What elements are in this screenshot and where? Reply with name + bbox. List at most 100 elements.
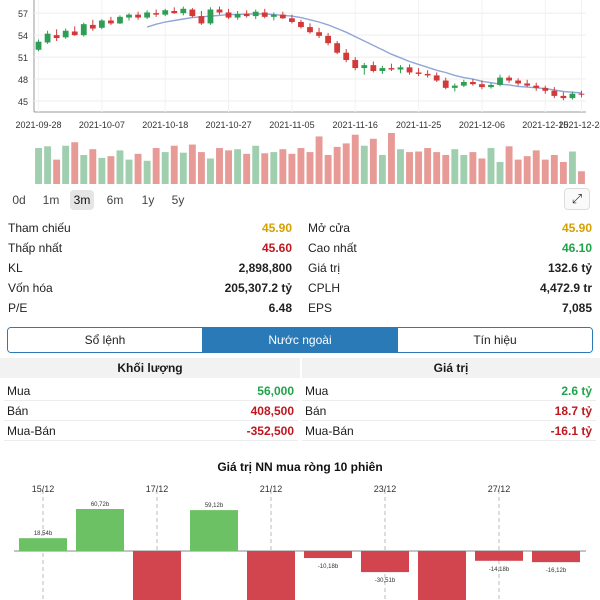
stat-value: 45.90 xyxy=(561,221,592,235)
volume-bar xyxy=(578,171,585,184)
bar-value-label: -14,18b xyxy=(489,567,510,573)
bar-value-label: 60,72b xyxy=(91,502,110,508)
volume-bar xyxy=(216,148,223,184)
tab-2[interactable]: Tín hiệu xyxy=(398,328,592,352)
range-tab-1m[interactable]: 1m xyxy=(42,193,60,207)
range-tab-3m[interactable]: 3m xyxy=(70,190,94,210)
candle-body xyxy=(71,31,78,36)
candle-body xyxy=(98,20,105,28)
volume-bar xyxy=(442,155,450,184)
volume-bar xyxy=(559,161,567,184)
candle-body xyxy=(361,65,368,69)
candle-body xyxy=(578,93,585,95)
expand-icon[interactable]: ⤢ xyxy=(564,188,590,210)
volume-bar xyxy=(98,157,106,184)
net-bar xyxy=(475,551,523,561)
x-tick-label: 2021-12-24 xyxy=(558,120,600,130)
stat-row: P/E 6.48 xyxy=(8,298,292,318)
volume-bar xyxy=(170,145,178,184)
stat-row: Mở cửa 45.90 xyxy=(308,218,592,238)
candle-body xyxy=(479,84,485,88)
stat-label: EPS xyxy=(308,301,333,315)
range-tab-1y[interactable]: 1y xyxy=(141,193,155,207)
candle-body xyxy=(515,80,522,84)
volume-bar xyxy=(234,149,242,184)
date-label: 15/12 xyxy=(32,484,55,494)
candle-body xyxy=(289,18,295,22)
candle-body xyxy=(551,90,558,96)
stat-row: KL 2,898,800 xyxy=(8,258,292,278)
candle-body xyxy=(117,16,123,24)
bar-value-label: 18,54b xyxy=(34,531,53,537)
candle-body xyxy=(80,24,87,36)
range-tab-5y[interactable]: 5y xyxy=(171,193,185,207)
value-row: Mua-Bán -16.1 tỷ xyxy=(302,421,596,441)
net-bar xyxy=(133,551,181,600)
candle-body xyxy=(35,41,42,50)
candle-body xyxy=(189,9,196,17)
volume-row: Mua 56,000 xyxy=(4,381,298,401)
candle-body xyxy=(144,12,151,18)
volume-bar xyxy=(243,153,251,184)
net-buy-title: Giá trị NN mua ròng 10 phiên xyxy=(217,460,383,474)
volume-bar xyxy=(270,152,278,184)
price-chart[interactable]: 57 54 51 48 45 2021-09-28 2021-10-07 2021-10-18… xyxy=(0,0,600,188)
volume-bar xyxy=(324,155,332,184)
x-tick-label: 2021-11-16 xyxy=(333,120,378,130)
moving-average-line xyxy=(146,13,582,94)
volume-bar xyxy=(161,152,169,184)
candle-body xyxy=(171,10,178,14)
volume-bar xyxy=(541,159,549,184)
value-header: Giá trị xyxy=(302,358,600,378)
y-tick-label: 54 xyxy=(18,31,28,41)
x-tick-label: 2021-11-05 xyxy=(269,120,314,130)
stat-value: 45.90 xyxy=(261,221,292,235)
volume-bar xyxy=(406,152,413,184)
net-bar xyxy=(532,551,580,563)
candle-body xyxy=(162,10,169,15)
stat-value: 45.60 xyxy=(261,241,292,255)
net-bar xyxy=(76,509,124,551)
volume-bar xyxy=(306,152,314,184)
stat-value: 7,085 xyxy=(561,301,592,315)
volume-bar xyxy=(134,153,142,184)
y-tick-label: 48 xyxy=(18,75,28,85)
stat-row: Thấp nhất 45.60 xyxy=(8,238,292,258)
row-label: Bán xyxy=(7,404,29,418)
volume-bar xyxy=(433,152,441,184)
tab-1[interactable]: Nước ngoài xyxy=(203,328,398,352)
volume-bar xyxy=(125,159,133,184)
volume-bar xyxy=(207,158,214,184)
candle-body xyxy=(370,65,377,72)
stat-row: Vốn hóa 205,307.2 tỷ xyxy=(8,278,292,298)
volume-bar xyxy=(71,142,79,184)
date-label: 23/12 xyxy=(374,484,397,494)
value-row: Mua 2.6 tỷ xyxy=(302,381,596,401)
range-selector: 0d 1m 3m 6m 1y 5y ⤢ xyxy=(0,188,600,212)
candle-body xyxy=(216,9,223,13)
row-label: Mua xyxy=(305,384,329,398)
candle-body xyxy=(261,12,268,17)
net-bar xyxy=(304,551,352,559)
volume-bar xyxy=(505,146,513,184)
candle-body xyxy=(270,14,277,17)
x-tick-label: 2021-10-27 xyxy=(206,120,252,130)
stat-value: 6.48 xyxy=(268,301,292,315)
volume-bar xyxy=(179,152,187,184)
volume-bar xyxy=(116,150,124,184)
bar-value-label: 59,12b xyxy=(205,503,224,509)
range-tab-0d[interactable]: 0d xyxy=(12,193,26,207)
candle-body xyxy=(542,87,549,91)
candle-body xyxy=(488,84,494,88)
stat-value: 4,472.9 tr xyxy=(539,281,592,295)
candle-body xyxy=(524,83,531,86)
volume-bar xyxy=(197,152,205,184)
bar-value-label: -16,12b xyxy=(546,568,567,574)
candle-body xyxy=(343,52,350,61)
stat-label: Giá trị xyxy=(308,261,341,275)
tab-0[interactable]: Sổ lệnh xyxy=(8,328,203,352)
range-tab-6m[interactable]: 6m xyxy=(106,193,124,207)
stat-label: KL xyxy=(8,261,23,275)
volume-bar xyxy=(415,151,423,184)
volume-bar xyxy=(496,161,504,184)
